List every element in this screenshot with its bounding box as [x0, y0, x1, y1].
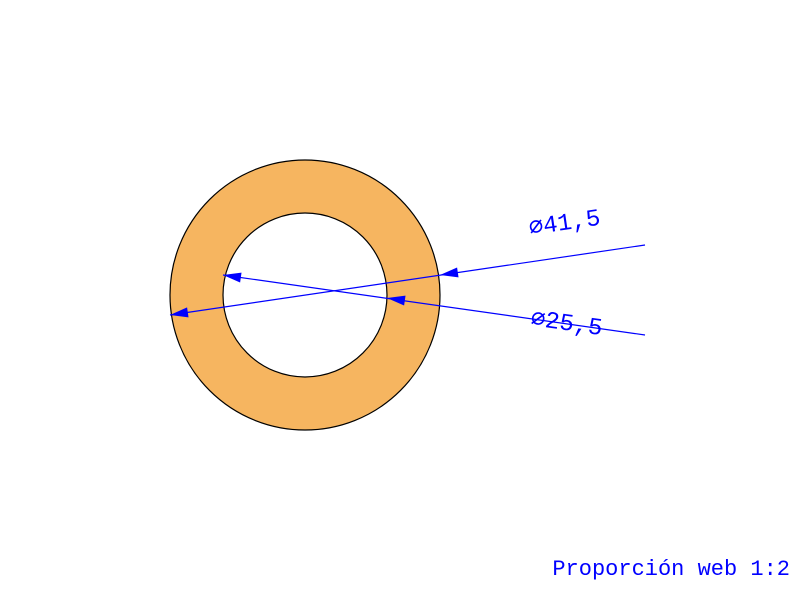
dimension-label: ⌀41,5 [527, 206, 602, 243]
technical-drawing: ⌀41,5 ⌀25,5 Proporción web 1:2 [0, 0, 800, 600]
dimension-label: ⌀25,5 [529, 306, 604, 343]
arrowhead-icon [440, 267, 459, 277]
scale-caption: Proporción web 1:2 [552, 557, 790, 582]
